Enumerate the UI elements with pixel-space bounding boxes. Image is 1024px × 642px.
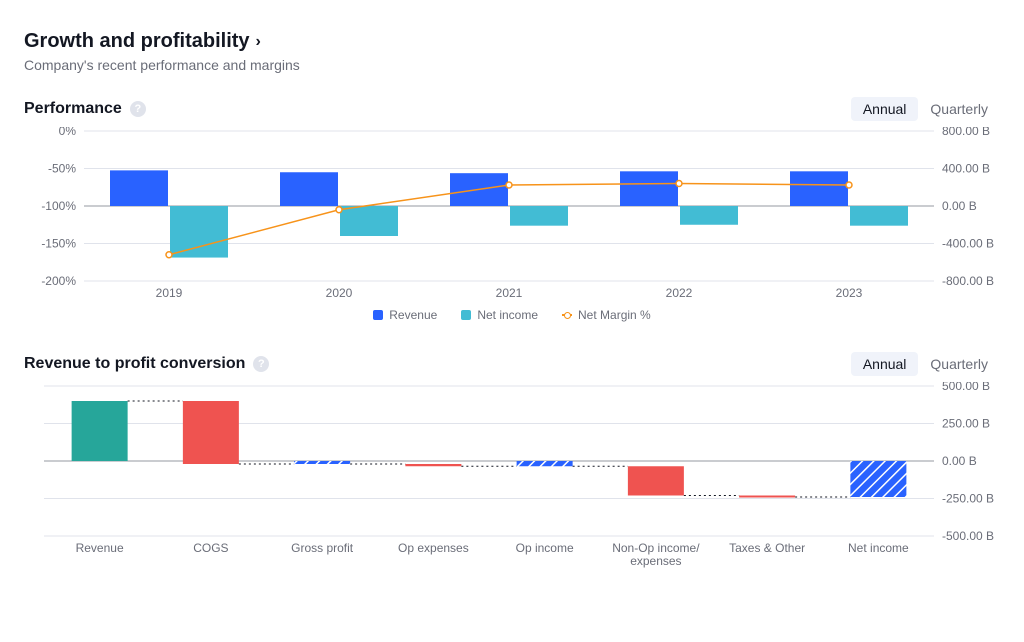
performance-title: Performance ? <box>24 100 146 118</box>
toggle-quarterly[interactable]: Quarterly <box>918 352 1000 376</box>
svg-text:Net income: Net income <box>848 541 909 555</box>
svg-text:-100%: -100% <box>41 199 76 213</box>
swatch-netmargin <box>562 314 572 316</box>
svg-text:2021: 2021 <box>496 286 523 299</box>
svg-text:Gross profit: Gross profit <box>291 541 354 555</box>
svg-text:2020: 2020 <box>326 286 353 299</box>
section-title-text: Growth and profitability <box>24 30 250 53</box>
performance-legend: Revenue Net income Net Margin % <box>24 308 1000 322</box>
svg-text:Taxes & Other: Taxes & Other <box>729 541 805 555</box>
legend-revenue-label: Revenue <box>389 308 437 322</box>
svg-text:250.00 B: 250.00 B <box>942 417 990 431</box>
waterfall-chart-block: Revenue to profit conversion ? Annual Qu… <box>24 352 1000 573</box>
performance-chart: 0% 800.00 B -50% 400.00 B -100% 0.00 B -150% -4… <box>24 127 1000 304</box>
svg-text:2022: 2022 <box>666 286 693 299</box>
svg-text:0.00 B: 0.00 B <box>942 454 977 468</box>
toggle-annual[interactable]: Annual <box>851 97 919 121</box>
legend-netincome-label: Net income <box>477 308 538 322</box>
svg-text:COGS: COGS <box>193 541 228 555</box>
period-toggle: Annual Quarterly <box>851 97 1000 121</box>
svg-text:-200%: -200% <box>41 274 76 288</box>
help-icon[interactable]: ? <box>253 356 269 372</box>
section-subtitle: Company's recent performance and margins <box>24 57 1000 73</box>
waterfall-title-text: Revenue to profit conversion <box>24 355 245 373</box>
svg-text:-150%: -150% <box>41 237 76 251</box>
svg-text:Op expenses: Op expenses <box>398 541 469 555</box>
svg-text:800.00 B: 800.00 B <box>942 127 990 138</box>
svg-text:0.00 B: 0.00 B <box>942 199 977 213</box>
svg-text:2023: 2023 <box>836 286 863 299</box>
svg-text:Op income: Op income <box>516 541 574 555</box>
period-toggle: Annual Quarterly <box>851 352 1000 376</box>
svg-text:-800.00 B: -800.00 B <box>942 274 994 288</box>
legend-netincome[interactable]: Net income <box>461 308 538 322</box>
legend-netmargin[interactable]: Net Margin % <box>562 308 651 322</box>
toggle-quarterly[interactable]: Quarterly <box>918 97 1000 121</box>
performance-chart-block: Performance ? Annual Quarterly 0% 800.00 … <box>24 97 1000 322</box>
legend-revenue[interactable]: Revenue <box>373 308 437 322</box>
svg-text:expenses: expenses <box>630 554 681 568</box>
swatch-revenue <box>373 310 383 320</box>
svg-text:400.00 B: 400.00 B <box>942 162 990 176</box>
waterfall-title: Revenue to profit conversion ? <box>24 355 269 373</box>
svg-text:-400.00 B: -400.00 B <box>942 237 994 251</box>
swatch-netincome <box>461 310 471 320</box>
legend-netmargin-label: Net Margin % <box>578 308 651 322</box>
svg-text:-50%: -50% <box>48 162 76 176</box>
svg-text:-500.00 B: -500.00 B <box>942 529 994 543</box>
svg-text:Non-Op income/: Non-Op income/ <box>612 541 700 555</box>
svg-text:Revenue: Revenue <box>76 541 124 555</box>
svg-text:500.00 B: 500.00 B <box>942 382 990 393</box>
svg-text:2019: 2019 <box>156 286 183 299</box>
performance-title-text: Performance <box>24 100 122 118</box>
toggle-annual[interactable]: Annual <box>851 352 919 376</box>
waterfall-chart: 500.00 B 250.00 B 0.00 B -250.00 B -500.00 B… <box>24 382 1000 573</box>
svg-text:-250.00 B: -250.00 B <box>942 492 994 506</box>
help-icon[interactable]: ? <box>130 101 146 117</box>
chevron-right-icon: › <box>256 33 261 51</box>
section-title[interactable]: Growth and profitability › <box>24 30 1000 53</box>
svg-text:0%: 0% <box>59 127 77 138</box>
